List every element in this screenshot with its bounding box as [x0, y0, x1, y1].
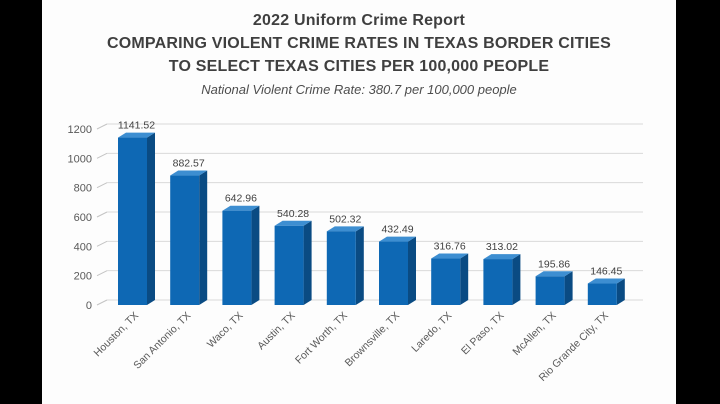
- bar-top-face: [118, 132, 155, 138]
- letterbox-left: [0, 0, 42, 404]
- bar-top-face: [326, 226, 364, 232]
- chart-header: 2022 Uniform Crime Report COMPARING VIOL…: [42, 9, 676, 100]
- bar-value-label: 540.28: [277, 208, 309, 220]
- bar-side-face: [512, 254, 521, 305]
- bar-value-label: 146.45: [590, 266, 622, 278]
- bar-side-face: [199, 170, 208, 305]
- y-tick-connector: [96, 299, 108, 306]
- x-category-label: Fort Worth, TX: [293, 310, 350, 367]
- chart-title-line-2: COMPARING VIOLENT CRIME RATES IN TEXAS B…: [106, 35, 612, 52]
- bar-side-face: [303, 220, 312, 305]
- bar[interactable]: [222, 210, 252, 305]
- bar-side-face: [564, 271, 573, 305]
- x-category-label: McAllen, TX: [510, 310, 558, 358]
- bar[interactable]: [483, 259, 513, 305]
- chart-title-line-3: TO SELECT TEXAS CITIES PER 100,000 PEOPL…: [168, 58, 550, 75]
- bar[interactable]: [379, 241, 408, 305]
- bar-top-face: [274, 220, 312, 226]
- y-tick-label: 600: [74, 212, 92, 224]
- bar-top-face: [587, 278, 625, 284]
- bar[interactable]: [587, 283, 617, 305]
- bar-value-label: 642.96: [225, 193, 257, 205]
- y-tick-connector: [96, 270, 108, 277]
- bar-top-face: [535, 271, 573, 277]
- y-tick-label: 1200: [68, 124, 92, 136]
- y-tick-label: 400: [74, 241, 92, 253]
- bar-chart-plot: 0 200 400 600 800 1000 1200 1141.52 Houston, TX 8…: [68, 120, 643, 384]
- bar-side-face: [460, 253, 469, 305]
- bar-value-label: 1141.52: [118, 120, 155, 132]
- y-tick-connector: [96, 152, 108, 159]
- bar-top-face: [170, 170, 208, 176]
- bar-side-face: [355, 226, 364, 305]
- chart-subtitle: National Violent Crime Rate: 380.7 per 1…: [201, 82, 517, 97]
- bar-value-label: 882.57: [173, 158, 205, 170]
- bar[interactable]: [535, 276, 565, 305]
- bar-side-face: [251, 205, 260, 305]
- x-category-label: Austin, TX: [255, 310, 298, 353]
- x-category-label: Laredo, TX: [409, 310, 454, 355]
- y-tick-label: 200: [74, 271, 92, 283]
- bar-value-label: 502.32: [329, 213, 361, 225]
- bar-value-label: 313.02: [486, 241, 518, 253]
- y-tick-label: 0: [86, 300, 92, 312]
- bar[interactable]: [274, 225, 304, 305]
- bar-side-face: [147, 132, 155, 305]
- bar[interactable]: [170, 175, 200, 305]
- bar[interactable]: [431, 258, 461, 305]
- x-category-label: San Antonio, TX: [131, 310, 193, 372]
- bar[interactable]: [326, 231, 356, 305]
- bar-top-face: [431, 253, 469, 259]
- x-category-label: El Paso, TX: [459, 310, 507, 358]
- bar-top-face: [222, 205, 260, 211]
- letterbox-right: [676, 0, 720, 404]
- bar-top-face: [483, 254, 521, 260]
- y-tick-connector: [96, 123, 108, 130]
- y-tick-label: 800: [74, 183, 92, 195]
- bar-value-label: 432.49: [381, 224, 413, 236]
- bar[interactable]: [118, 137, 147, 305]
- chart-title-line-1: 2022 Uniform Crime Report: [252, 12, 466, 29]
- x-category-label: Brownsville, TX: [343, 310, 403, 370]
- chart-canvas: 0 200 400 600 800 1000 1200 1141.52 Houston, TX 8…: [42, 0, 676, 404]
- y-tick-connector: [96, 211, 108, 218]
- y-tick-label: 1000: [68, 153, 92, 165]
- bar-value-label: 316.76: [434, 241, 466, 253]
- bar-side-face: [408, 236, 416, 305]
- y-tick-connector: [96, 182, 108, 189]
- x-category-label: Waco, TX: [205, 310, 246, 351]
- bar-side-face: [616, 278, 625, 305]
- x-category-label: Houston, TX: [92, 310, 142, 360]
- y-tick-connector: [96, 240, 108, 247]
- bar-top-face: [379, 236, 416, 242]
- bar-value-label: 195.86: [538, 258, 570, 270]
